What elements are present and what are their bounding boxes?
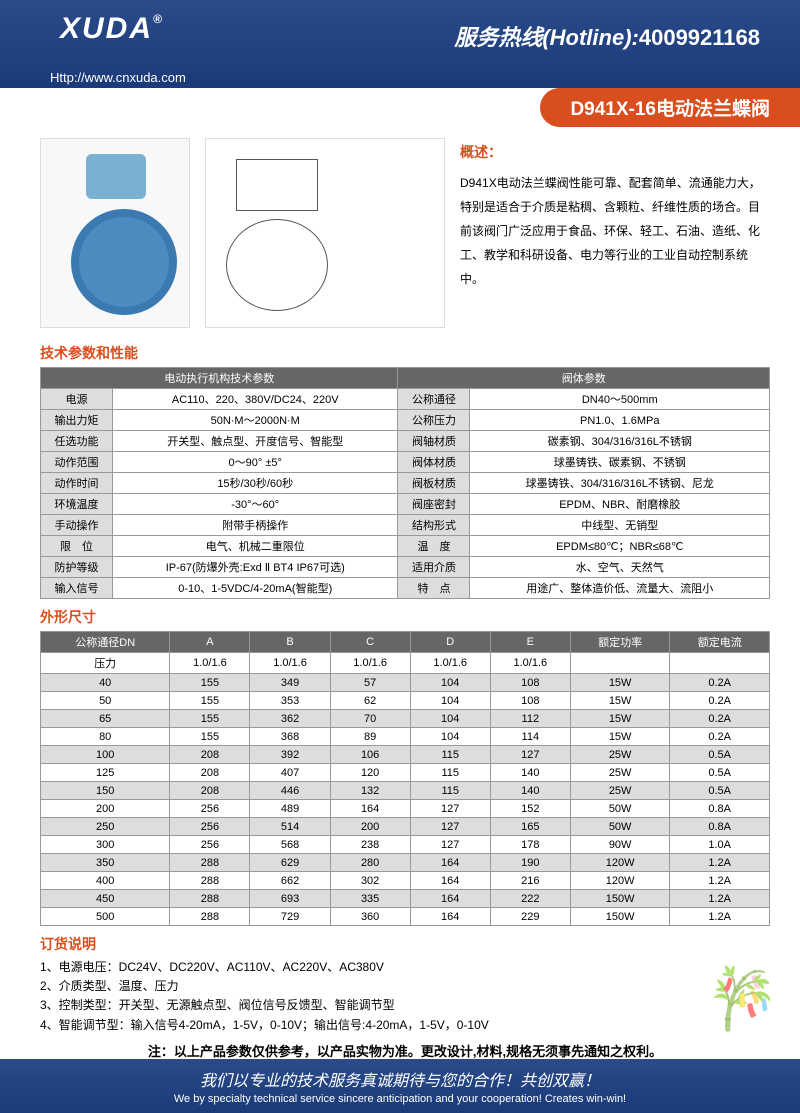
spec-table: 电动执行机构技术参数阀体参数 电源AC110、220、380V/DC24、220… bbox=[40, 367, 770, 599]
order-list: 1、电源电压：DC24V、DC220V、AC110V、AC220V、AC380V… bbox=[40, 958, 770, 1035]
order-note: 注：以上产品参数仅供参考，以产品实物为准。更改设计,材料,规格无须事先通知之权利… bbox=[40, 1041, 770, 1060]
footer: 我们以专业的技术服务真诚期待与您的合作！共创双赢！ We by specialt… bbox=[0, 1059, 800, 1113]
bamboo-decoration bbox=[680, 963, 780, 1063]
dim-title: 外形尺寸 bbox=[40, 607, 770, 627]
url: Http://www.cnxuda.com bbox=[50, 70, 186, 85]
header: XUDA® Http://www.cnxuda.com 服务热线(Hotline… bbox=[0, 0, 800, 88]
logo: XUDA® bbox=[60, 12, 164, 46]
spec-title: 技术参数和性能 bbox=[40, 343, 770, 363]
product-image bbox=[40, 138, 190, 328]
overview-text: D941X电动法兰蝶阀性能可靠、配套简单、流通能力大，特别是适合于介质是粘稠、含… bbox=[460, 171, 770, 291]
overview: 概述： D941X电动法兰蝶阀性能可靠、配套简单、流通能力大，特别是适合于介质是… bbox=[460, 138, 770, 328]
order-title: 订货说明 bbox=[40, 934, 770, 954]
dimension-diagram bbox=[205, 138, 445, 328]
dim-table: 公称通径DNABCDE额定功率额定电流 压力1.0/1.61.0/1.61.0/… bbox=[40, 631, 770, 926]
hotline: 服务热线(Hotline):4009921168 bbox=[454, 20, 760, 52]
product-title: D941X-16电动法兰蝶阀 bbox=[540, 88, 800, 127]
overview-title: 概述： bbox=[460, 138, 770, 166]
